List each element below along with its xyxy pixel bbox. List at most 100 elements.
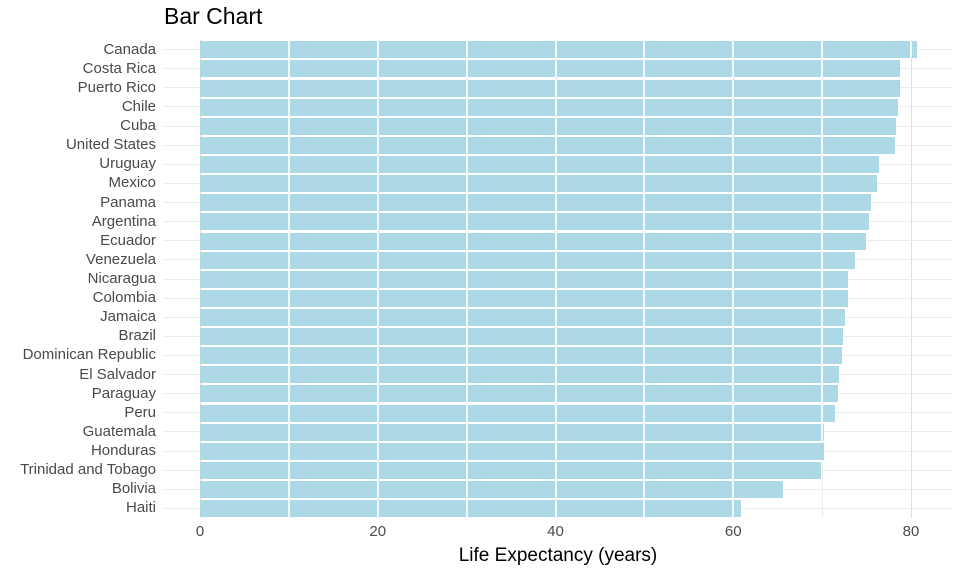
grid-line-overlay xyxy=(554,442,557,460)
y-axis-label: Nicaragua xyxy=(87,270,156,287)
grid-line-overlay xyxy=(465,213,468,231)
y-axis-label: Dominican Republic xyxy=(22,346,156,364)
grid-line-overlay xyxy=(732,156,735,174)
grid-line-overlay xyxy=(376,213,379,231)
grid-line-overlay xyxy=(732,481,735,499)
grid-line-overlay xyxy=(643,328,646,346)
bar-row xyxy=(200,117,896,135)
grid-line-overlay xyxy=(287,175,290,193)
grid-line-overlay xyxy=(732,308,735,326)
bar xyxy=(200,481,783,499)
bar xyxy=(200,289,848,307)
grid-line-overlay xyxy=(376,175,379,193)
grid-line-overlay xyxy=(376,41,379,59)
grid-line-overlay xyxy=(732,423,735,441)
grid-line-overlay xyxy=(376,60,379,78)
grid-line-overlay xyxy=(821,213,824,231)
grid-line-overlay xyxy=(643,79,646,97)
grid-line-overlay xyxy=(643,156,646,174)
y-axis-label: Trinidad and Tobago xyxy=(20,461,156,479)
grid-line-overlay xyxy=(376,442,379,460)
grid-line-overlay xyxy=(376,136,379,154)
grid-line-overlay xyxy=(287,136,290,154)
grid-line-overlay xyxy=(732,60,735,78)
grid-line-overlay xyxy=(465,136,468,154)
grid-line-overlay xyxy=(465,500,468,518)
bar xyxy=(200,41,917,59)
grid-line-overlay xyxy=(643,251,646,269)
bar xyxy=(200,232,867,250)
bar xyxy=(200,156,879,174)
grid-line-overlay xyxy=(465,194,468,212)
bar-row xyxy=(200,404,835,422)
x-axis-tick-label: 20 xyxy=(369,523,387,540)
bar xyxy=(200,366,839,384)
grid-line-overlay xyxy=(376,98,379,116)
grid-line-overlay xyxy=(643,385,646,403)
grid-line-overlay xyxy=(376,117,379,135)
y-axis-label: Ecuador xyxy=(100,231,156,249)
grid-line-overlay xyxy=(554,136,557,154)
grid-line-overlay xyxy=(554,98,557,116)
bar-row xyxy=(200,347,843,365)
grid-line-overlay xyxy=(732,270,735,288)
grid-line-overlay xyxy=(287,500,290,518)
y-axis-label: Argentina xyxy=(91,212,156,230)
grid-line-overlay xyxy=(376,251,379,269)
grid-line-overlay xyxy=(643,60,646,78)
grid-line-overlay xyxy=(732,500,735,518)
grid-line-overlay xyxy=(465,289,468,307)
grid-line-overlay xyxy=(732,461,735,479)
grid-line-overlay xyxy=(732,347,735,365)
y-axis-label: El Salvador xyxy=(79,365,156,383)
bar xyxy=(200,117,896,135)
grid-line-overlay xyxy=(376,328,379,346)
grid-line-overlay xyxy=(287,98,290,116)
grid-line-overlay xyxy=(287,270,290,288)
grid-line-overlay xyxy=(287,423,290,441)
bar xyxy=(200,423,825,441)
bar-row xyxy=(200,60,901,78)
bar xyxy=(200,500,742,518)
grid-line-overlay xyxy=(821,79,824,97)
grid-line-overlay xyxy=(732,251,735,269)
x-axis-tick-label: 0 xyxy=(195,523,205,540)
bar-row xyxy=(200,270,848,288)
grid-line-overlay xyxy=(821,156,824,174)
grid-line-overlay xyxy=(643,232,646,250)
grid-line-overlay xyxy=(821,423,824,441)
grid-line-overlay xyxy=(287,117,290,135)
grid-line-overlay xyxy=(821,136,824,154)
bar xyxy=(200,270,848,288)
grid-line-overlay xyxy=(554,347,557,365)
bar-row xyxy=(200,308,845,326)
y-axis-label: Honduras xyxy=(90,442,156,460)
grid-line-overlay xyxy=(821,117,824,135)
grid-line-overlay xyxy=(465,347,468,365)
grid-line-overlay xyxy=(554,79,557,97)
x-axis-title: Life Expectancy (years) xyxy=(458,545,658,566)
grid-line-overlay xyxy=(821,60,824,78)
grid-line-overlay xyxy=(554,481,557,499)
bar-row xyxy=(200,328,844,346)
grid-line-overlay xyxy=(554,385,557,403)
grid-line-overlay xyxy=(643,270,646,288)
grid-line-overlay xyxy=(287,308,290,326)
grid-line-overlay xyxy=(465,232,468,250)
bar xyxy=(200,308,845,326)
grid-line-overlay xyxy=(465,366,468,384)
grid-line-overlay xyxy=(821,41,824,59)
bar-row xyxy=(200,366,839,384)
grid-line-overlay xyxy=(732,117,735,135)
grid-line-overlay xyxy=(643,347,646,365)
grid-line-overlay xyxy=(732,98,735,116)
bar xyxy=(200,98,899,116)
grid-line-overlay xyxy=(554,60,557,78)
grid-line-overlay xyxy=(287,156,290,174)
grid-line-overlay xyxy=(465,251,468,269)
bar xyxy=(200,136,896,154)
bar xyxy=(200,79,900,97)
grid-line-overlay xyxy=(376,385,379,403)
grid-line-overlay xyxy=(643,423,646,441)
y-axis-label: United States xyxy=(65,136,156,154)
